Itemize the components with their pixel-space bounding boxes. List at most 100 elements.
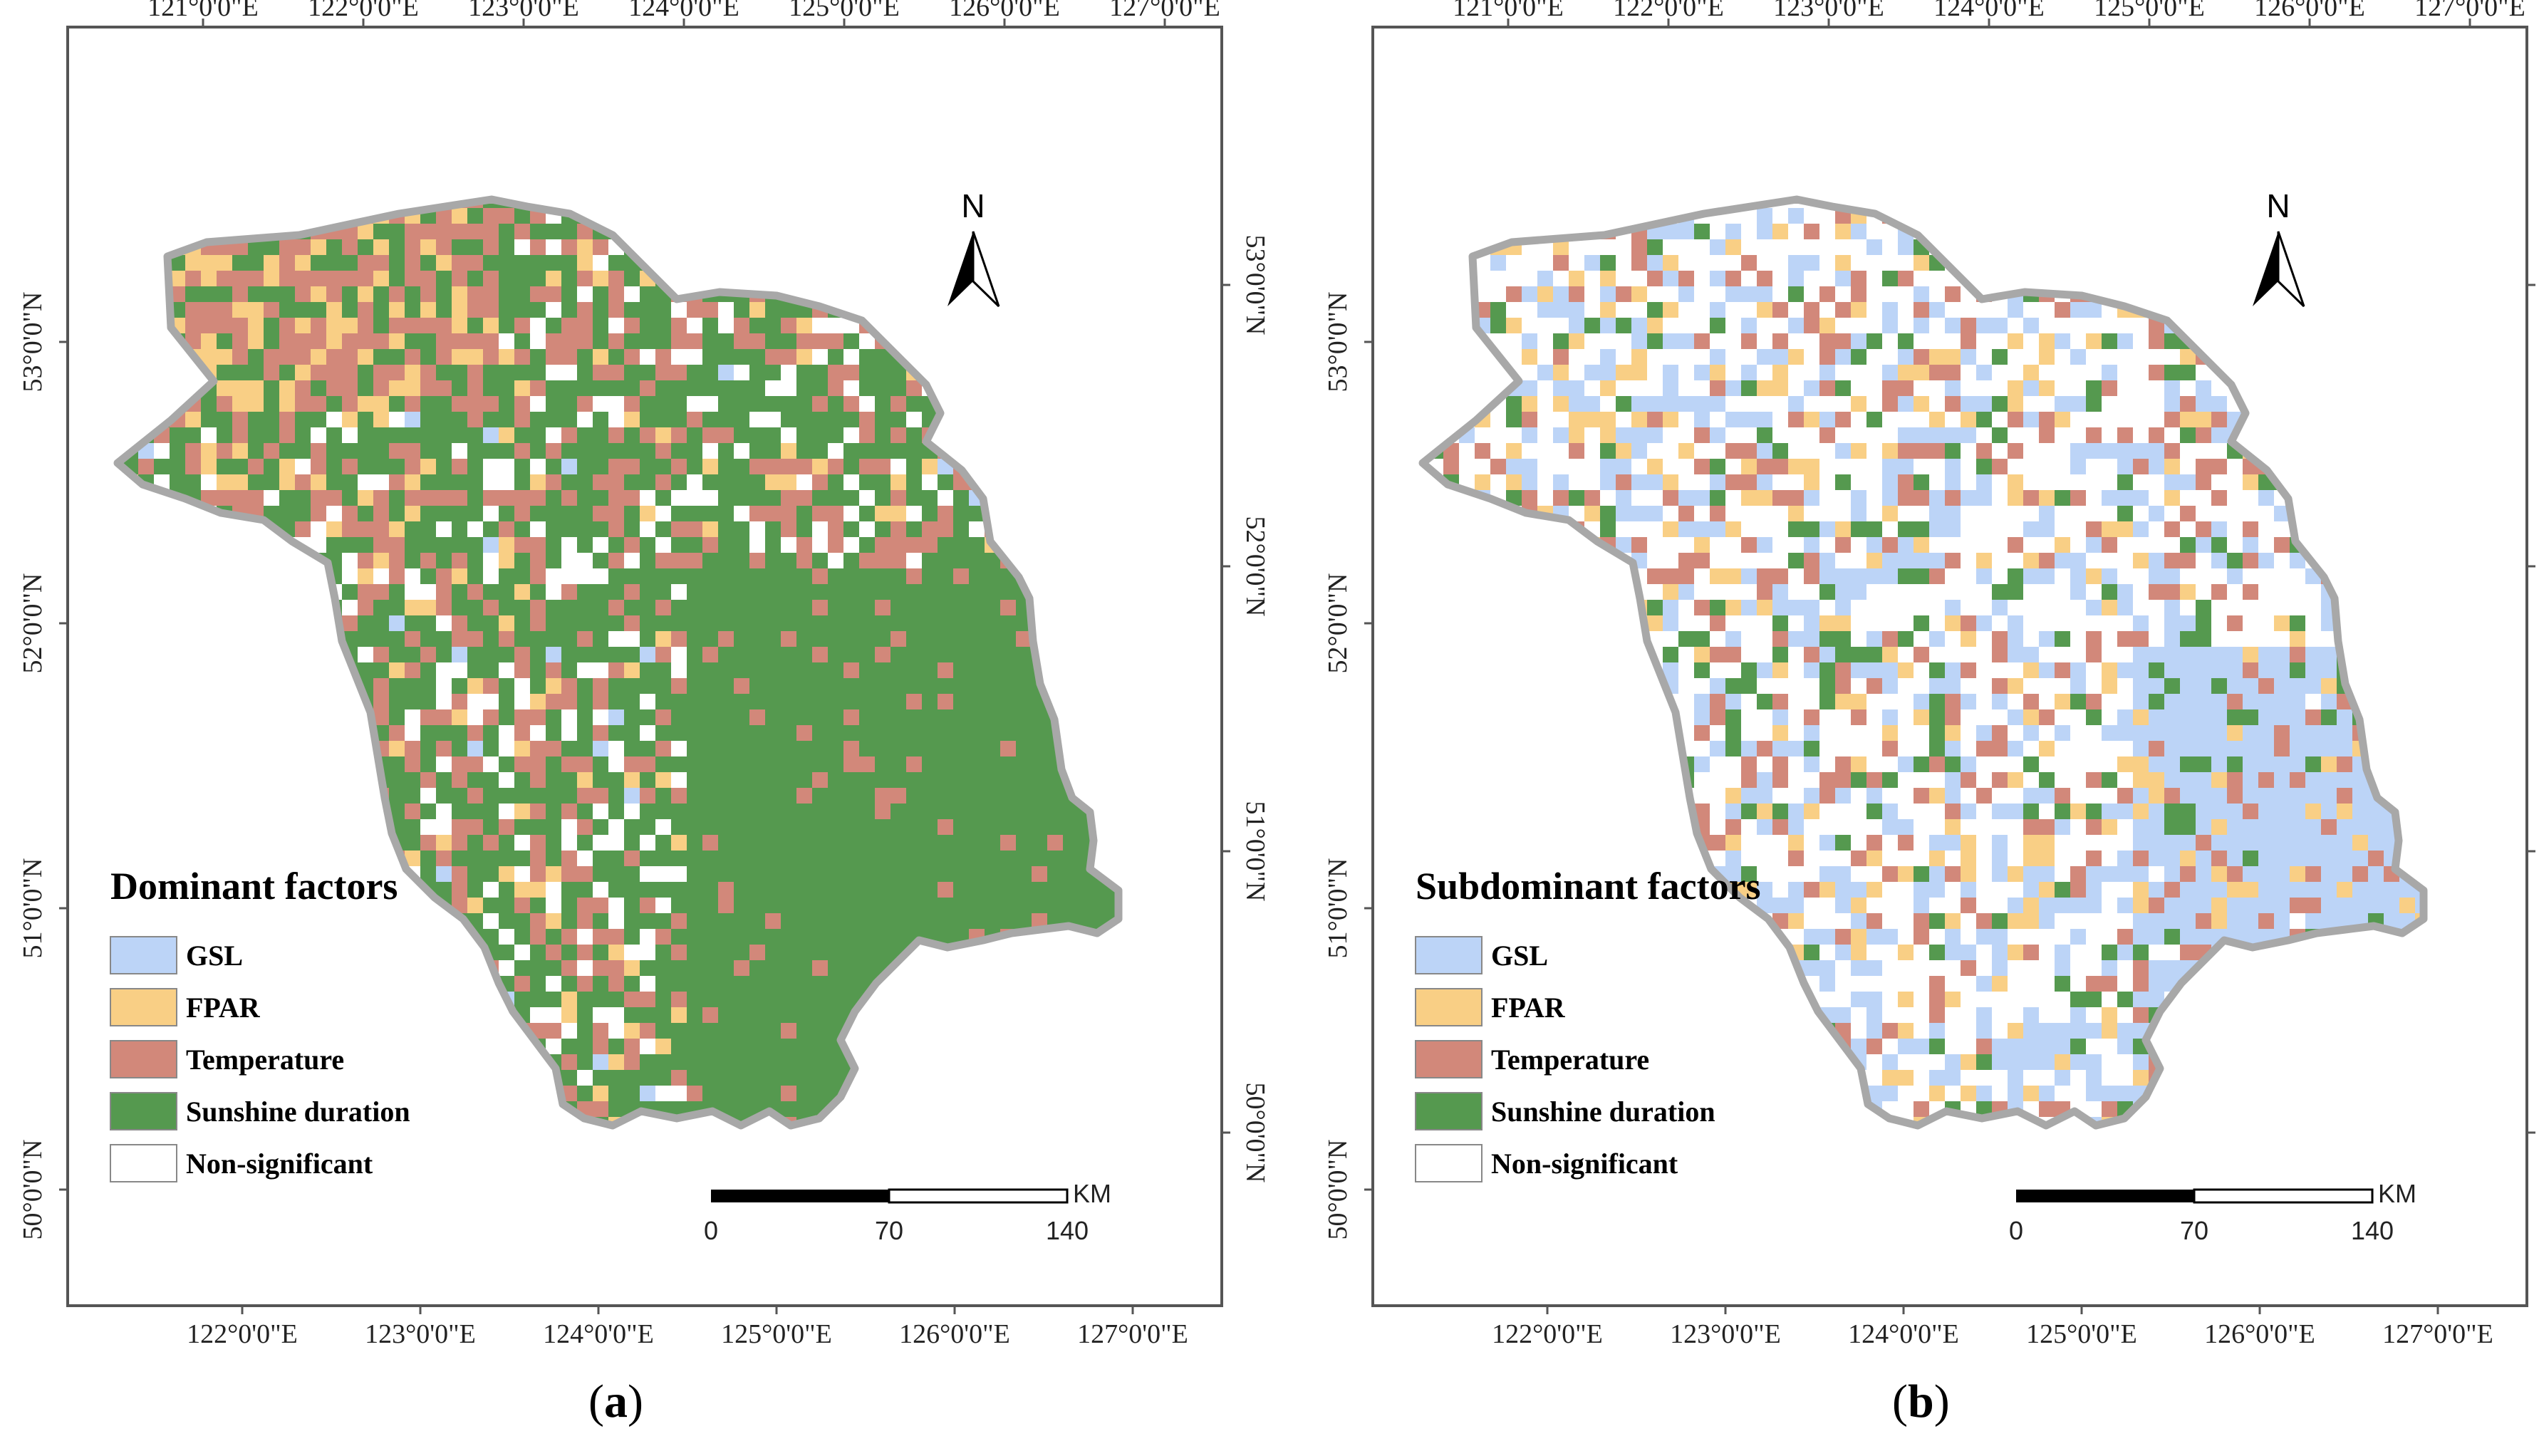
raster-cell <box>812 1054 828 1070</box>
raster-cell <box>640 913 655 929</box>
raster-cell <box>2008 741 2023 756</box>
raster-cell <box>749 678 765 694</box>
raster-cell <box>546 694 561 709</box>
raster-cell <box>2117 584 2133 600</box>
raster-cell <box>1537 286 1553 302</box>
raster-cell <box>906 396 922 412</box>
raster-cell <box>843 647 859 662</box>
raster-cell <box>640 412 655 427</box>
raster-cell <box>405 474 420 490</box>
raster-cell <box>452 333 467 349</box>
raster-cell <box>514 490 530 506</box>
raster-cell <box>671 945 687 960</box>
raster-cell <box>828 898 843 913</box>
raster-cell <box>938 694 953 709</box>
raster-cell <box>655 365 671 380</box>
raster-cell <box>1663 380 1678 396</box>
raster-cell <box>640 788 655 804</box>
raster-cell <box>2196 725 2211 741</box>
raster-cell <box>389 772 405 788</box>
raster-cell <box>1866 553 1882 568</box>
raster-cell <box>1882 302 1898 318</box>
raster-cell <box>687 647 702 662</box>
raster-cell <box>859 662 875 678</box>
raster-cell <box>812 365 828 380</box>
raster-cell <box>718 568 734 584</box>
raster-cell <box>938 835 953 851</box>
raster-cell <box>1835 474 1851 490</box>
raster-cell <box>1851 443 1866 459</box>
raster-cell <box>1710 459 1725 474</box>
raster-cell <box>405 537 420 553</box>
raster-cell <box>671 1023 687 1039</box>
raster-cell <box>1016 647 1032 662</box>
raster-cell <box>891 662 906 678</box>
raster-cell <box>2274 725 2290 741</box>
raster-cell <box>734 725 749 741</box>
raster-cell <box>326 271 342 286</box>
raster-cell <box>608 694 624 709</box>
raster-cell <box>2023 318 2039 333</box>
raster-cell <box>875 694 891 709</box>
raster-cell <box>655 804 671 819</box>
raster-cell <box>671 725 687 741</box>
raster-cell <box>373 286 389 302</box>
raster-cell <box>295 239 311 255</box>
raster-cell <box>781 694 796 709</box>
raster-cell <box>2211 741 2227 756</box>
raster-cell <box>608 568 624 584</box>
raster-cell <box>420 521 436 537</box>
raster-cell <box>718 474 734 490</box>
raster-cell <box>279 349 295 365</box>
raster-cell <box>2149 365 2164 380</box>
raster-cell <box>358 584 373 600</box>
raster-cell <box>891 929 906 945</box>
raster-cell <box>279 333 295 349</box>
raster-cell <box>1710 490 1725 506</box>
raster-cell <box>875 537 891 553</box>
raster-cell <box>640 584 655 600</box>
raster-cell <box>593 490 608 506</box>
raster-cell <box>2039 412 2055 427</box>
raster-cell <box>781 992 796 1007</box>
raster-cell <box>718 945 734 960</box>
raster-cell <box>734 678 749 694</box>
raster-cell <box>452 396 467 412</box>
raster-cell <box>577 224 593 239</box>
raster-cell <box>2117 443 2133 459</box>
raster-cell <box>1914 349 1929 365</box>
raster-cell <box>561 1039 577 1054</box>
raster-cell <box>1804 380 1819 396</box>
raster-cell <box>1757 208 1772 224</box>
raster-cell <box>718 521 734 537</box>
raster-cell <box>1553 427 1569 443</box>
raster-cell <box>2133 459 2149 474</box>
lat-tick-label-left: 52°0'0"N <box>1323 573 1353 674</box>
raster-cell <box>891 380 906 396</box>
raster-cell <box>906 788 922 804</box>
raster-cell <box>953 694 969 709</box>
raster-cell <box>702 459 718 474</box>
raster-cell <box>718 960 734 976</box>
raster-cell <box>1741 537 1757 553</box>
raster-cell <box>514 459 530 474</box>
raster-cell <box>640 568 655 584</box>
raster-cell <box>1663 333 1678 349</box>
raster-cell <box>953 568 969 584</box>
raster-cell <box>373 412 389 427</box>
raster-cell <box>389 333 405 349</box>
raster-cell <box>687 302 702 318</box>
raster-cell <box>420 694 436 709</box>
raster-cell <box>1553 286 1569 302</box>
raster-cell <box>389 490 405 506</box>
raster-cell <box>875 866 891 882</box>
raster-cell <box>2055 553 2070 568</box>
raster-cell <box>1819 568 1835 584</box>
raster-cell <box>420 631 436 647</box>
raster-cell <box>514 537 530 553</box>
raster-cell <box>1914 756 1929 772</box>
raster-cell <box>640 380 655 396</box>
raster-cell <box>1757 459 1772 474</box>
raster-cell <box>1914 694 1929 709</box>
raster-cell <box>812 772 828 788</box>
